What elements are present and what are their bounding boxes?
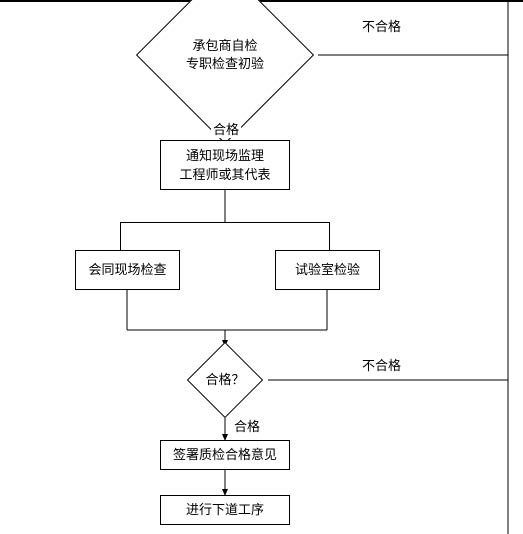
edge-label-d2-fail: 不合格 — [360, 355, 403, 374]
edge-label-d1-pass: 合格 — [211, 119, 241, 138]
r2a-line1: 会同现场检查 — [88, 260, 166, 280]
r4-line1: 进行下道工序 — [186, 500, 264, 520]
process-next-step: 进行下道工序 — [160, 495, 290, 525]
process-onsite-check: 会同现场检查 — [75, 250, 180, 290]
r2b-line1: 试验室检验 — [295, 260, 360, 280]
process-lab-test: 试验室检验 — [275, 250, 380, 290]
r1-line1: 通知现场监理 — [186, 146, 264, 166]
r1-line2: 工程师或其代表 — [179, 165, 270, 185]
edge-label-d1-fail: 不合格 — [360, 16, 403, 35]
branch-bridge — [120, 222, 330, 250]
process-sign-approval: 签署质检合格意见 — [160, 440, 290, 470]
process-notify-engineer: 通知现场监理 工程师或其代表 — [160, 140, 290, 190]
edge-label-d2-pass: 合格 — [232, 416, 262, 435]
flowchart-canvas: 承包商自检 专职检查初验 不合格 合格 通知现场监理 工程师或其代表 会同现场检… — [0, 0, 523, 534]
r3-line1: 签署质检合格意见 — [173, 445, 277, 465]
